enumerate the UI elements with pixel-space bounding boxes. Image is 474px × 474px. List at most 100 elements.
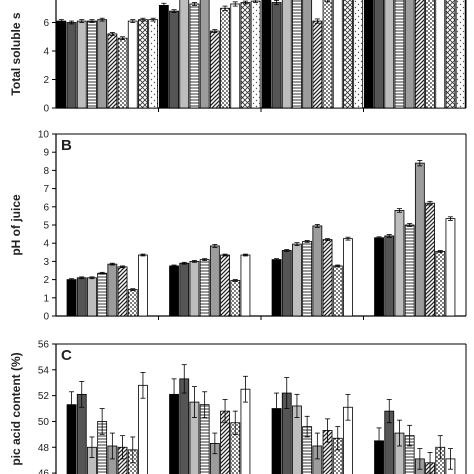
bar (220, 7, 230, 109)
bar (435, 0, 446, 109)
y-tick-label: 50 (38, 417, 50, 428)
bar (107, 33, 118, 109)
y-tick-label: 0 (43, 104, 49, 115)
y-tick-label: 54 (38, 365, 50, 376)
bar (87, 277, 97, 317)
y-tick-label: 7 (43, 184, 49, 195)
bar (179, 262, 190, 317)
bar (425, 0, 435, 109)
bar (240, 254, 251, 317)
bar (158, 5, 169, 109)
bar (97, 272, 108, 317)
bar (343, 238, 353, 317)
panel-label: C (61, 347, 72, 364)
y-tick-label: 2 (43, 75, 49, 86)
y-axis-label: pH of juice (9, 194, 23, 256)
bar (127, 20, 138, 109)
y-tick-label: 6 (43, 202, 49, 213)
bar (271, 2, 282, 109)
bar (189, 260, 200, 317)
y-tick-label: 2 (43, 275, 49, 286)
bar (332, 265, 343, 317)
bar (107, 263, 118, 317)
bar (199, 259, 210, 317)
panel-1: 0 2 4 6 Total soluble s (9, 0, 467, 115)
y-tick-label: 6 (43, 18, 49, 29)
y-tick-label: 48 (38, 443, 50, 454)
bar (179, 0, 190, 109)
y-tick-label: 1 (43, 293, 49, 304)
bar (425, 202, 435, 317)
bar (394, 210, 405, 317)
y-tick-label: 5 (43, 221, 49, 232)
y-tick-label: 0 (43, 312, 49, 323)
bar (138, 19, 148, 109)
bar (363, 0, 374, 109)
bar (76, 277, 87, 317)
bar (230, 3, 241, 109)
bar (322, 0, 333, 109)
bar (117, 266, 128, 317)
bar (220, 254, 230, 317)
bar (271, 259, 282, 317)
y-tick-label: 3 (43, 257, 49, 268)
panel-2: 0 1 2 3 4 5 6 7 8 9 10 BpH of juice (9, 130, 467, 323)
bar (56, 20, 67, 109)
bar (312, 20, 323, 109)
bar (332, 0, 343, 109)
bar (404, 0, 415, 109)
bar (189, 3, 200, 109)
bar (117, 37, 128, 109)
bar (414, 0, 425, 109)
bar (127, 289, 138, 317)
y-tick-label: 10 (38, 130, 50, 141)
bar (250, 0, 261, 109)
bar (66, 279, 77, 317)
y-tick-label: 4 (43, 239, 49, 250)
bar (66, 22, 77, 109)
bar (281, 250, 292, 317)
y-tick-label: 46 (38, 469, 50, 474)
bar (374, 0, 384, 109)
bar (281, 0, 292, 109)
bar (148, 19, 159, 109)
bar (138, 254, 148, 317)
bar (292, 243, 302, 317)
bar (312, 225, 323, 317)
bar (394, 0, 405, 109)
bar (261, 0, 272, 109)
y-tick-label: 52 (38, 391, 50, 402)
y-axis-label: pic acid content (%) (9, 352, 23, 465)
bar (322, 239, 333, 317)
bar (445, 218, 456, 317)
bar (435, 250, 446, 317)
bar (240, 2, 251, 109)
y-tick-label: 56 (38, 340, 50, 351)
bar (343, 0, 353, 109)
y-tick-label: 4 (43, 47, 49, 58)
bar (445, 0, 456, 109)
bar (87, 20, 97, 109)
bar (169, 10, 179, 109)
bar (76, 20, 87, 109)
bar (209, 245, 220, 317)
y-tick-label: 8 (43, 166, 49, 177)
bar (455, 0, 466, 109)
panel-label: B (61, 137, 72, 154)
bar (292, 0, 302, 109)
bar (199, 0, 210, 109)
bar (302, 240, 313, 317)
bar (374, 237, 384, 317)
bar (414, 162, 425, 317)
bar (404, 224, 415, 317)
bar (302, 0, 313, 109)
bar (384, 235, 395, 317)
y-tick-label: 9 (43, 148, 49, 159)
bar (169, 265, 179, 317)
bar (384, 0, 395, 109)
bar (353, 0, 364, 109)
bar (230, 280, 241, 317)
bar (209, 30, 220, 109)
